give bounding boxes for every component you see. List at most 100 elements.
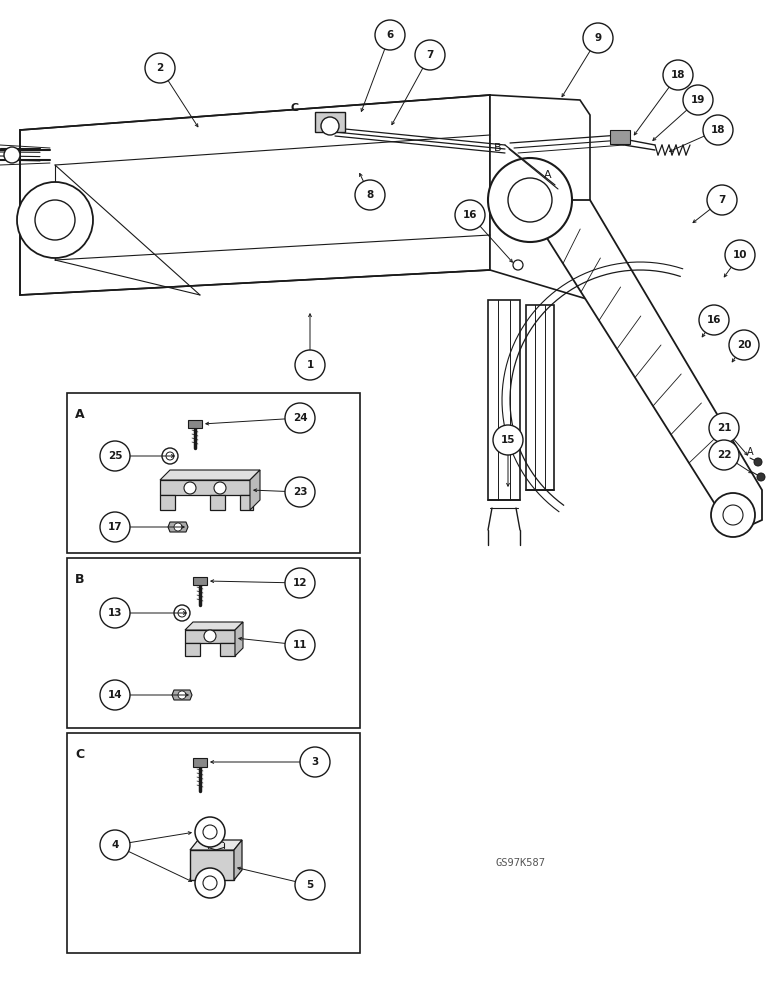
Circle shape (174, 523, 182, 531)
Text: 16: 16 (462, 210, 477, 220)
Bar (488, 300, 520, 500)
Bar (67, 558, 360, 728)
Circle shape (415, 40, 445, 70)
Circle shape (195, 868, 225, 898)
Circle shape (754, 458, 762, 466)
Circle shape (285, 477, 315, 507)
Text: 18: 18 (711, 125, 725, 135)
Polygon shape (545, 200, 762, 530)
Circle shape (508, 178, 552, 222)
Polygon shape (185, 622, 243, 630)
Circle shape (757, 473, 765, 481)
Circle shape (195, 817, 225, 847)
Circle shape (184, 482, 196, 494)
Polygon shape (185, 630, 235, 643)
Polygon shape (160, 495, 175, 510)
Text: 18: 18 (671, 70, 686, 80)
Text: 25: 25 (108, 451, 122, 461)
Text: 22: 22 (716, 450, 731, 460)
Circle shape (707, 185, 737, 215)
Circle shape (17, 182, 93, 258)
Polygon shape (220, 643, 235, 656)
Circle shape (285, 403, 315, 433)
Text: 21: 21 (716, 423, 731, 433)
Circle shape (35, 200, 75, 240)
Text: 19: 19 (691, 95, 705, 105)
Circle shape (493, 425, 523, 455)
Text: A: A (75, 408, 85, 421)
Polygon shape (185, 643, 200, 656)
Circle shape (583, 23, 613, 53)
Text: 6: 6 (386, 30, 394, 40)
Bar (67, 393, 360, 553)
Circle shape (100, 441, 130, 471)
Circle shape (683, 85, 713, 115)
Circle shape (699, 305, 729, 335)
Circle shape (162, 448, 178, 464)
Circle shape (295, 350, 325, 380)
Circle shape (100, 830, 130, 860)
Text: C: C (75, 748, 84, 761)
Polygon shape (160, 480, 250, 495)
Circle shape (285, 568, 315, 598)
Text: 13: 13 (108, 608, 122, 618)
Text: 2: 2 (157, 63, 164, 73)
Bar (67, 733, 360, 953)
Circle shape (300, 747, 330, 777)
Polygon shape (234, 840, 242, 880)
Bar (526, 305, 554, 490)
Text: 24: 24 (293, 413, 307, 423)
Text: 7: 7 (718, 195, 726, 205)
Circle shape (285, 630, 315, 660)
Circle shape (203, 825, 217, 839)
Circle shape (725, 240, 755, 270)
Polygon shape (193, 577, 207, 585)
Text: A: A (544, 170, 552, 180)
Text: 1: 1 (306, 360, 313, 370)
Text: 20: 20 (736, 340, 751, 350)
Circle shape (166, 452, 174, 460)
Text: 3: 3 (311, 757, 319, 767)
Text: 7: 7 (426, 50, 434, 60)
Circle shape (663, 60, 693, 90)
Circle shape (321, 117, 339, 135)
Circle shape (355, 180, 385, 210)
Polygon shape (193, 758, 207, 767)
Text: 14: 14 (107, 690, 122, 700)
Polygon shape (240, 495, 253, 510)
Polygon shape (172, 690, 192, 700)
Text: 16: 16 (706, 315, 721, 325)
Text: B: B (75, 573, 84, 586)
Circle shape (375, 20, 405, 50)
Text: 10: 10 (733, 250, 747, 260)
Polygon shape (190, 840, 242, 850)
Bar (315, 112, 345, 132)
Text: 17: 17 (107, 522, 122, 532)
Circle shape (214, 482, 226, 494)
Circle shape (178, 609, 186, 617)
Polygon shape (190, 850, 234, 880)
Text: 12: 12 (293, 578, 307, 588)
Circle shape (709, 440, 739, 470)
Circle shape (4, 147, 20, 163)
Circle shape (711, 493, 755, 537)
Circle shape (513, 260, 523, 270)
Circle shape (100, 680, 130, 710)
Polygon shape (490, 95, 590, 300)
Circle shape (703, 115, 733, 145)
Circle shape (178, 691, 186, 699)
Polygon shape (250, 470, 260, 510)
Text: 4: 4 (111, 840, 119, 850)
Circle shape (145, 53, 175, 83)
Text: A: A (747, 447, 753, 457)
Circle shape (455, 200, 485, 230)
Text: GS97K587: GS97K587 (495, 858, 545, 868)
Polygon shape (210, 495, 225, 510)
Circle shape (488, 158, 572, 242)
Circle shape (204, 630, 216, 642)
Circle shape (174, 605, 190, 621)
Circle shape (723, 505, 743, 525)
Circle shape (203, 876, 217, 890)
Text: B: B (494, 143, 502, 153)
Text: 8: 8 (367, 190, 374, 200)
